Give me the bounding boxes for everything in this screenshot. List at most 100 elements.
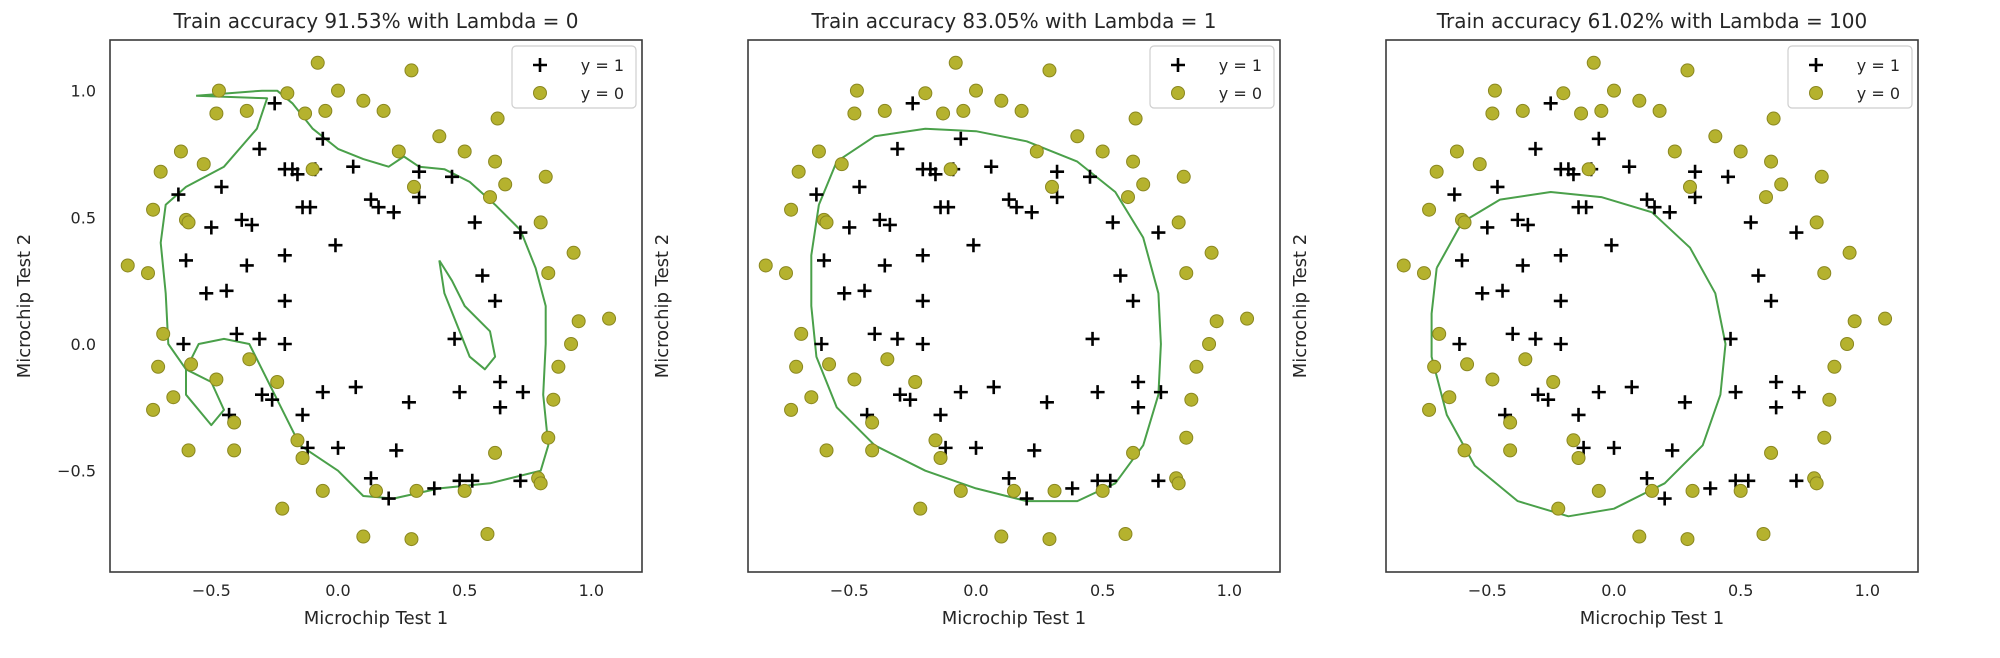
point-y1 [877, 258, 892, 273]
point-y0 [146, 402, 161, 417]
point-y1 [244, 217, 259, 232]
point-y0 [1095, 483, 1110, 498]
point-y1 [933, 407, 948, 422]
point-y0 [819, 443, 834, 458]
point-y1 [447, 331, 462, 346]
point-y0 [865, 415, 880, 430]
point-y1 [493, 400, 508, 415]
point-y0 [1118, 527, 1133, 541]
point-y1 [1528, 331, 1543, 346]
point-y0 [794, 326, 809, 341]
point-y0 [1756, 527, 1771, 541]
point-y0 [1457, 443, 1472, 458]
point-y0 [1571, 451, 1586, 465]
point-y0 [1591, 483, 1606, 498]
x-tick-label: 1.0 [1855, 581, 1880, 600]
point-y1 [389, 443, 404, 458]
point-y0 [1432, 326, 1447, 341]
point-y1 [176, 337, 191, 351]
point-y0 [1240, 311, 1255, 326]
point-y1 [386, 205, 401, 220]
point-y1 [928, 167, 943, 182]
x-axis-label: Microchip Test 1 [1580, 608, 1725, 629]
point-y0 [1417, 266, 1431, 281]
decision-boundary-2 [438, 259, 497, 371]
point-y0 [943, 162, 958, 177]
point-y0 [1546, 375, 1561, 389]
subplot-2: Train accuracy 83.05% with Lambda = 1 −0.… [652, 9, 1281, 629]
point-y1 [171, 187, 186, 202]
point-y1 [277, 337, 292, 351]
point-y1 [1103, 473, 1118, 488]
point-y0 [331, 83, 345, 98]
plot-frame [109, 39, 643, 573]
point-y1 [1662, 205, 1677, 220]
point-y0 [908, 375, 923, 389]
point-y0 [1202, 337, 1217, 351]
point-y1 [252, 331, 267, 346]
point-y1 [1510, 212, 1525, 227]
point-y0 [1472, 157, 1487, 172]
point-y1 [239, 258, 254, 273]
point-y0 [994, 93, 1009, 108]
point-y1 [1688, 164, 1703, 179]
point-y0 [758, 258, 773, 273]
point-y0 [173, 144, 188, 159]
point-y1 [513, 225, 528, 240]
point-y1 [915, 337, 930, 351]
point-y0 [1518, 352, 1533, 367]
point-y1 [857, 283, 872, 298]
point-y1 [1741, 473, 1756, 488]
point-y1 [363, 192, 378, 207]
point-y0 [1396, 258, 1411, 273]
point-y0 [1204, 245, 1219, 260]
point-y1 [255, 387, 269, 402]
point-y1 [1607, 440, 1621, 455]
point-y0 [1485, 372, 1500, 387]
point-y1 [1531, 387, 1545, 402]
point-y0 [490, 111, 505, 126]
point-y0 [948, 55, 963, 70]
point-y0 [310, 55, 325, 70]
point-y1 [315, 385, 330, 400]
point-y0 [1515, 103, 1530, 118]
point-y0 [877, 103, 892, 118]
point-y0 [315, 483, 330, 498]
x-tick-label: 0.5 [1090, 581, 1115, 600]
point-y0 [533, 215, 548, 230]
point-y0 [1680, 63, 1695, 78]
point-y0 [239, 103, 254, 118]
subplot-3: Train accuracy 61.02% with Lambda = 100 −… [1290, 9, 1919, 629]
point-y0 [1128, 111, 1143, 126]
point-y0 [880, 352, 895, 367]
point-y0 [1586, 55, 1601, 70]
point-y0 [819, 215, 834, 230]
point-y1 [346, 159, 361, 174]
point-y1 [1751, 268, 1766, 283]
legend-label: y = 0 [581, 84, 624, 103]
point-y0 [538, 169, 553, 184]
point-y1 [809, 187, 824, 202]
point-y1 [1677, 395, 1692, 410]
point-y0 [1209, 314, 1224, 329]
point-y1 [1622, 159, 1637, 174]
point-y0 [1842, 245, 1857, 260]
x-tick-label: 1.0 [579, 581, 604, 600]
point-y0 [933, 451, 948, 465]
point-y1 [1085, 331, 1100, 346]
point-y0 [1126, 154, 1141, 169]
point-y0 [834, 157, 849, 172]
point-y0 [1429, 164, 1444, 179]
point-y1 [412, 164, 427, 179]
point-y1 [953, 385, 968, 400]
point-y0 [1652, 103, 1667, 118]
point-y1 [488, 293, 503, 308]
point-y0 [1667, 144, 1682, 159]
point-y1 [328, 238, 343, 253]
point-y1 [465, 473, 480, 488]
point-y1 [1571, 407, 1586, 422]
plot-frame [1385, 39, 1919, 573]
x-axis-label: Microchip Test 1 [942, 608, 1087, 629]
point-y0 [1878, 311, 1893, 326]
legend-label: y = 0 [1857, 84, 1900, 103]
